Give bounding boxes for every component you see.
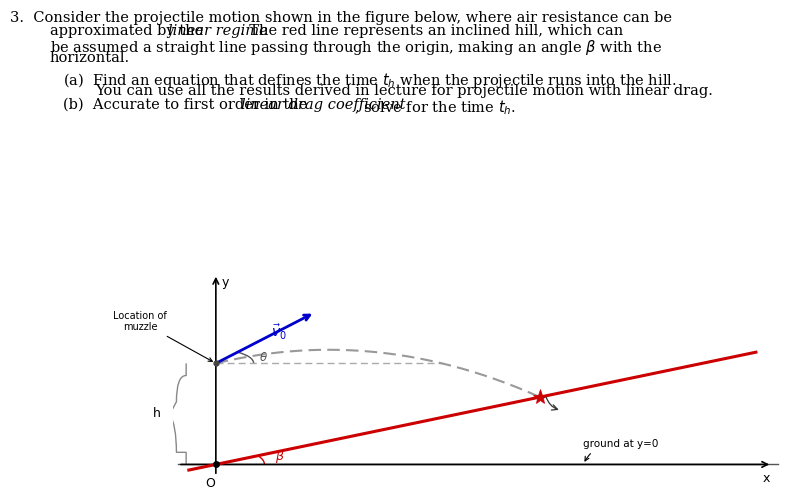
Text: You can use all the results derived in lecture for projectile motion with linear: You can use all the results derived in l… — [95, 84, 711, 98]
Text: x: x — [762, 472, 769, 485]
Text: O: O — [205, 477, 215, 490]
Text: y: y — [221, 276, 229, 289]
Text: $\vec{v}_0$: $\vec{v}_0$ — [270, 324, 286, 342]
Text: 3.  Consider the projectile motion shown in the figure below, where air resistan: 3. Consider the projectile motion shown … — [10, 11, 670, 25]
Text: (b)  Accurate to first order in the: (b) Accurate to first order in the — [63, 98, 311, 112]
Text: , solve for the time $t_h$.: , solve for the time $t_h$. — [354, 98, 516, 116]
Text: Location of
muzzle: Location of muzzle — [113, 310, 212, 362]
Text: horizontal.: horizontal. — [50, 52, 130, 66]
Text: approximated by the: approximated by the — [50, 24, 208, 38]
Text: ground at y=0: ground at y=0 — [582, 439, 658, 461]
Text: linear drag coefficient: linear drag coefficient — [241, 98, 405, 112]
Text: h: h — [152, 408, 160, 420]
Text: (a)  Find an equation that defines the time $t_h$ when the projectile runs into : (a) Find an equation that defines the ti… — [63, 71, 675, 90]
Text: $\beta$: $\beta$ — [275, 448, 285, 464]
Text: be assumed a straight line passing through the origin, making an angle $\beta$ w: be assumed a straight line passing throu… — [50, 38, 661, 57]
Text: . The red line represents an inclined hill, which can: . The red line represents an inclined hi… — [240, 24, 622, 38]
Text: linear regime: linear regime — [168, 24, 267, 38]
Text: $\theta$: $\theta$ — [259, 352, 268, 364]
